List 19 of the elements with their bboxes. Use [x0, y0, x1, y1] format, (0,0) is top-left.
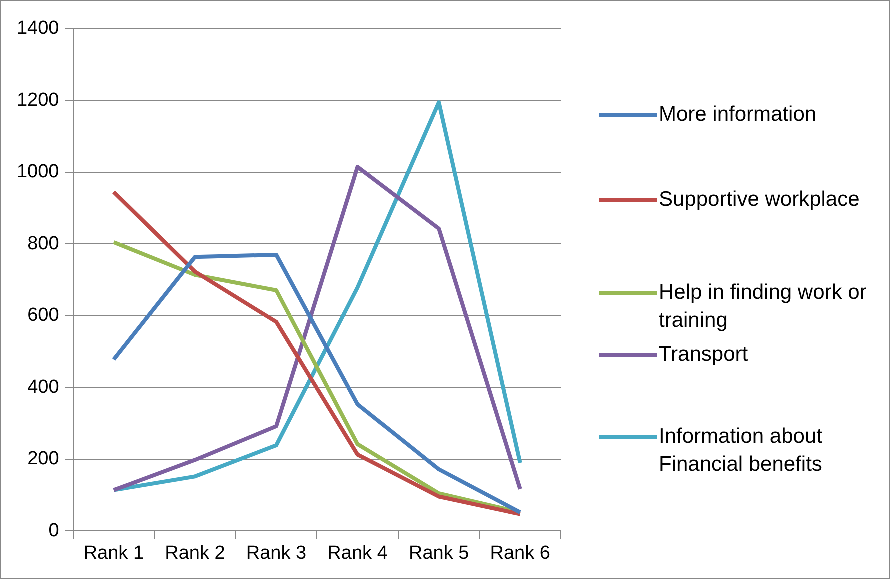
x-tick-label: Rank 6	[490, 542, 550, 564]
y-tick-label: 200	[28, 448, 60, 470]
legend-label: Supportive workplace	[659, 187, 861, 213]
x-tick-label: Rank 5	[408, 542, 470, 564]
y-tick-label: 1400	[16, 18, 60, 40]
y-tick-label: 1200	[16, 90, 60, 111]
x-tick-label: Rank 4	[328, 542, 388, 564]
x-tick-label: Rank 3	[246, 542, 307, 564]
y-tick-label: 1000	[16, 162, 60, 183]
y-tick-label: 0	[48, 520, 60, 542]
x-tick-label: Rank 1	[84, 542, 144, 564]
legend-label: Information about Financial benefits	[659, 424, 824, 478]
legend-label: Transport	[659, 342, 750, 368]
y-tick-label: 400	[28, 376, 60, 398]
y-tick-label: 600	[28, 305, 60, 326]
legend-label: More information	[659, 102, 818, 128]
legend-label: Help in finding work or training	[659, 280, 868, 334]
x-tick-label: Rank 2	[165, 542, 226, 564]
y-tick-label: 800	[28, 233, 60, 254]
